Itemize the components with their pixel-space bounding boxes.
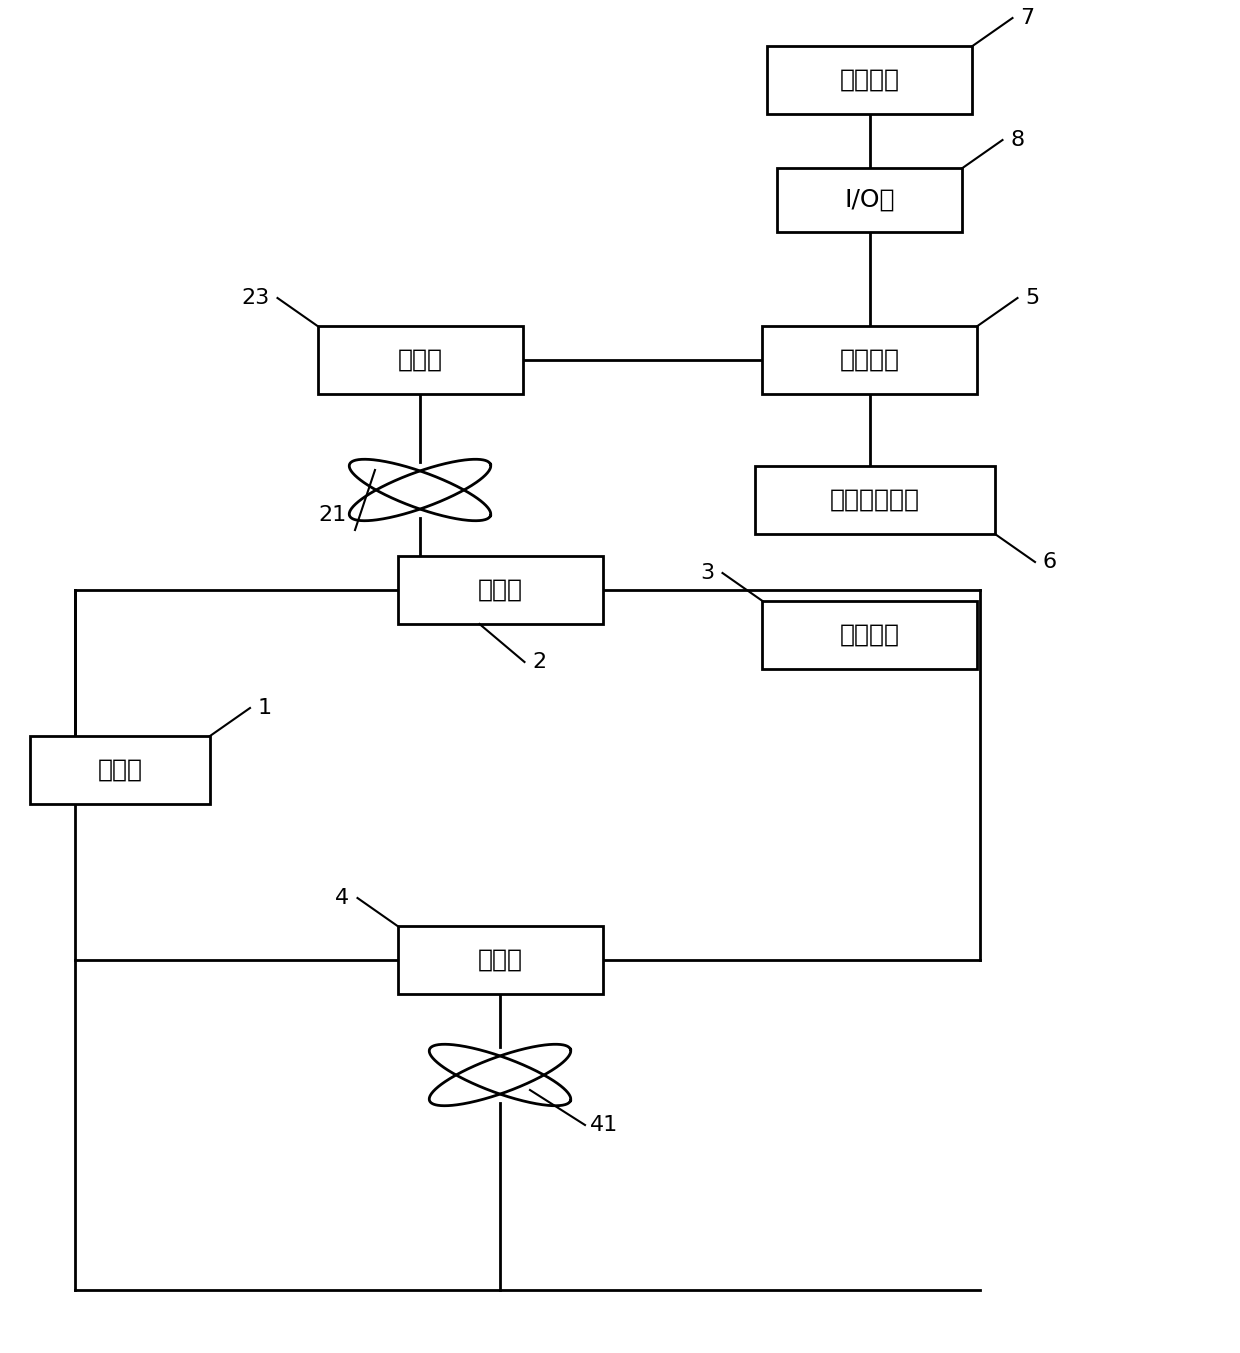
Text: 压缩机: 压缩机 xyxy=(98,758,143,782)
Text: I/O板: I/O板 xyxy=(844,188,895,212)
Bar xyxy=(755,465,994,534)
Text: 8: 8 xyxy=(1011,130,1024,150)
Text: 4: 4 xyxy=(335,888,350,908)
Text: 41: 41 xyxy=(590,1115,619,1135)
Text: 23: 23 xyxy=(242,288,269,308)
Text: 1: 1 xyxy=(258,698,272,718)
Text: 6: 6 xyxy=(1043,552,1058,572)
Bar xyxy=(763,601,977,668)
Bar xyxy=(317,326,522,394)
Bar xyxy=(763,326,977,394)
Text: 3: 3 xyxy=(701,563,714,583)
Text: 节流装置: 节流装置 xyxy=(839,622,900,647)
Text: 7: 7 xyxy=(1021,8,1034,28)
Bar xyxy=(30,736,210,804)
Bar xyxy=(777,168,962,231)
Text: 主控制器: 主控制器 xyxy=(839,348,900,372)
Text: 5: 5 xyxy=(1025,288,1040,308)
Text: 新风阀门: 新风阀门 xyxy=(839,68,900,92)
Text: 冷凝器: 冷凝器 xyxy=(477,578,522,602)
Bar xyxy=(768,46,972,114)
Text: 蒸发器: 蒸发器 xyxy=(477,948,522,971)
Bar xyxy=(398,556,603,624)
Bar xyxy=(398,925,603,994)
Text: 变频器: 变频器 xyxy=(398,348,443,372)
Text: 21: 21 xyxy=(319,505,347,525)
Text: 车辆控制系统: 车辆控制系统 xyxy=(830,488,920,511)
Text: 2: 2 xyxy=(532,652,547,672)
